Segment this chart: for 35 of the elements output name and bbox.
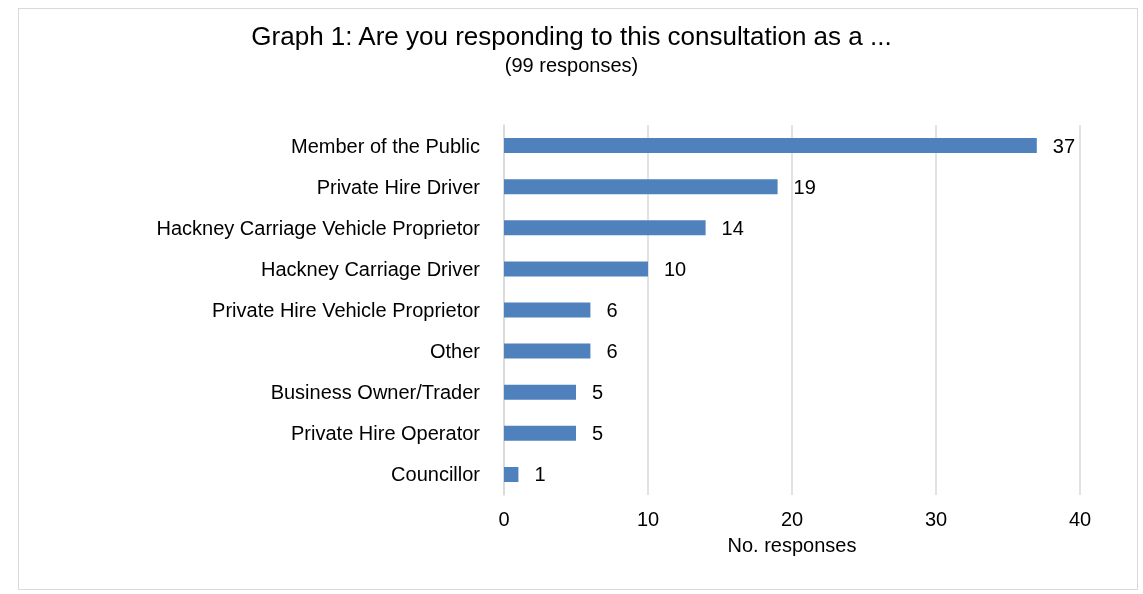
bar	[504, 343, 591, 359]
data-label: 5	[592, 381, 604, 404]
x-tick-label: 20	[780, 508, 804, 530]
data-label: 14	[721, 216, 744, 239]
x-axis-title: No. responses	[727, 534, 857, 556]
data-label: 5	[592, 422, 604, 445]
data-label: 19	[793, 175, 816, 198]
data-label: 6	[606, 299, 618, 321]
data-label: 6	[606, 340, 618, 363]
y-tick-label: Private Hire Vehicle Proprietor	[212, 299, 481, 321]
x-tick-label: 30	[924, 508, 948, 530]
y-tick-label: Councillor	[391, 463, 481, 486]
y-tick-label: Hackney Carriage Vehicle Proprietor	[156, 216, 481, 239]
data-label: 1	[534, 463, 546, 486]
x-tick-label: 0	[498, 508, 510, 530]
bar	[504, 302, 591, 318]
y-tick-label: Member of the Public	[291, 134, 480, 157]
bar	[504, 138, 1037, 154]
chart-title: Graph 1: Are you responding to this consultation as a ...	[251, 21, 892, 51]
x-tick-label: 10	[636, 508, 660, 530]
bar	[504, 384, 576, 400]
data-label: 10	[664, 257, 687, 280]
bar	[504, 220, 706, 236]
bar	[504, 261, 648, 277]
y-tick-label: Business Owner/Trader	[270, 381, 481, 404]
bar	[504, 179, 778, 195]
y-tick-label: Private Hire Driver	[316, 175, 481, 198]
y-tick-label: Other	[429, 340, 481, 363]
bar	[504, 466, 519, 482]
x-tick-label: 40	[1068, 508, 1092, 530]
y-tick-label: Private Hire Operator	[291, 422, 481, 445]
data-label: 37	[1052, 134, 1076, 157]
chart-subtitle: (99 responses)	[504, 54, 639, 76]
bar	[504, 425, 576, 441]
y-tick-label: Hackney Carriage Driver	[261, 257, 481, 280]
